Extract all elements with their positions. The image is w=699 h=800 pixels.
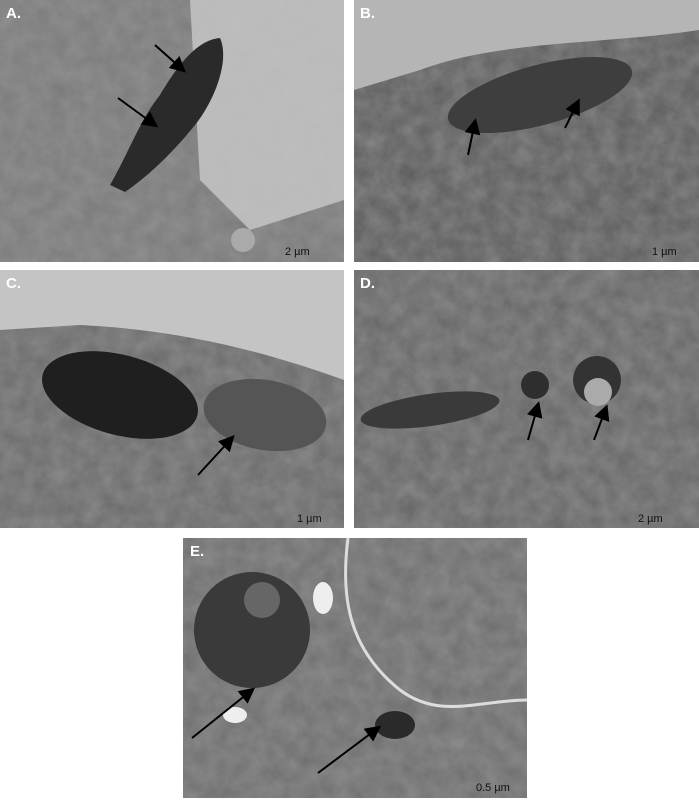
arrow — [197, 435, 235, 476]
panel-c: C. 1 µm — [0, 270, 344, 528]
lumen — [354, 0, 699, 90]
nucleus — [203, 378, 327, 452]
panel-label: B. — [360, 5, 375, 22]
arrow — [527, 401, 543, 441]
scale-label: 2 µm — [638, 513, 663, 525]
vesicle — [521, 371, 549, 399]
panel-a: A. 2 µm — [0, 0, 344, 262]
arrow — [593, 404, 610, 441]
scale-label: 0.5 µm — [476, 782, 510, 794]
vacuole — [313, 582, 333, 614]
arrow — [117, 97, 159, 128]
panel-d: D. 2 µm — [354, 270, 699, 528]
vesicle — [584, 378, 612, 406]
arrow — [154, 44, 186, 73]
panel-b: B. 1 µm — [354, 0, 699, 262]
organelle — [375, 711, 415, 739]
tissue — [0, 270, 344, 380]
membrane — [344, 537, 528, 709]
organelle — [194, 572, 310, 688]
panel-label: E. — [190, 543, 204, 560]
scale-label: 1 µm — [297, 513, 322, 525]
scale-label: 2 µm — [285, 246, 310, 258]
vacuole — [223, 707, 247, 723]
organelle — [244, 582, 280, 618]
nucleus — [360, 391, 500, 429]
panel-e: E. 0.5 µm — [183, 537, 528, 798]
scale-label: 1 µm — [652, 246, 677, 258]
arrow — [191, 687, 256, 739]
arrow — [564, 98, 580, 129]
panel-label: C. — [6, 275, 21, 292]
arrow — [464, 118, 481, 156]
cell — [42, 351, 198, 439]
arrow — [317, 725, 382, 774]
cell — [447, 56, 633, 134]
panel-label: D. — [360, 275, 375, 292]
tissue — [190, 0, 344, 230]
vesicle — [231, 228, 255, 252]
panel-label: A. — [6, 5, 21, 22]
cell — [110, 38, 224, 192]
